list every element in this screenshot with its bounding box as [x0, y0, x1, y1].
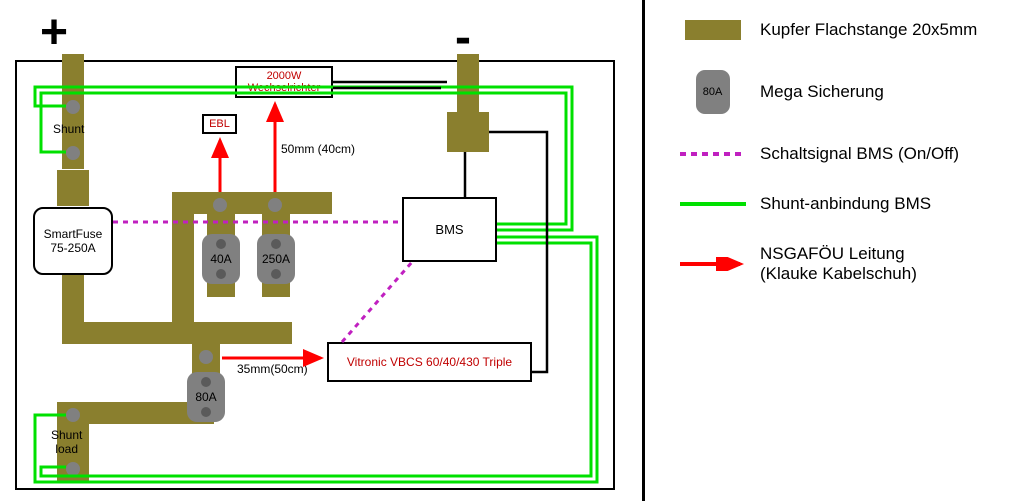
copper-under-shunt	[57, 170, 89, 206]
inverter-label: 2000W Wechselrichter	[248, 70, 321, 94]
magenta-line-icon	[678, 149, 748, 159]
dot-3	[199, 350, 213, 364]
vertical-divider	[642, 0, 645, 501]
fuse-icon-label: 80A	[703, 86, 723, 98]
shunt-label: Shunt	[53, 122, 84, 136]
copper-icon	[685, 20, 741, 40]
fuse-40a-label: 40A	[210, 252, 231, 266]
fuse-80a: 80A	[187, 372, 225, 422]
legend-copper-text: Kupfer Flachstange 20x5mm	[760, 20, 977, 40]
smartfuse-box: SmartFuse 75-250A	[33, 207, 113, 275]
copper-horiz-2	[172, 192, 332, 214]
fuse-80a-label: 80A	[195, 390, 216, 404]
legend-schaltsignal-text: Schaltsignal BMS (On/Off)	[760, 144, 959, 164]
plus-terminal: +	[40, 5, 68, 60]
legend-nsgafou: NSGAFÖU Leitung (Klauke Kabelschuh)	[675, 244, 1015, 284]
legend-shuntbind: Shunt-anbindung BMS	[675, 194, 1015, 214]
bms-label: BMS	[435, 222, 463, 237]
fuse-250a: 250A	[257, 234, 295, 284]
red-line-icon	[678, 257, 748, 271]
shunt-load-label: Shunt load	[51, 428, 82, 456]
label-35mm: 35mm(50cm)	[237, 362, 308, 376]
legend-fuse: 80A Mega Sicherung	[675, 70, 1015, 114]
bms-box: BMS	[402, 197, 497, 262]
legend-nsgafou-text: NSGAFÖU Leitung (Klauke Kabelschuh)	[760, 244, 917, 284]
inverter-box: 2000W Wechselrichter	[235, 66, 333, 98]
legend: Kupfer Flachstange 20x5mm 80A Mega Siche…	[675, 20, 1015, 314]
ebl-box: EBL	[202, 114, 237, 134]
vitronic-label: Vitronic VBCS 60/40/430 Triple	[347, 355, 512, 369]
legend-schaltsignal: Schaltsignal BMS (On/Off)	[675, 144, 1015, 164]
copper-minus-block	[447, 112, 489, 152]
ebl-label: EBL	[209, 118, 230, 130]
dot-1	[213, 198, 227, 212]
legend-fuse-text: Mega Sicherung	[760, 82, 884, 102]
shunt-load-box: Shunt load	[47, 402, 99, 482]
fuse-40a: 40A	[202, 234, 240, 284]
fuse-icon: 80A	[696, 70, 730, 114]
copper-vert-bridge	[172, 192, 194, 342]
shunt-box: Shunt	[47, 94, 99, 169]
wiring-svg	[17, 62, 617, 492]
fuse-250a-label: 250A	[262, 252, 290, 266]
legend-copper: Kupfer Flachstange 20x5mm	[675, 20, 1015, 40]
wiring-diagram: Shunt SmartFuse 75-250A 40A 250A 80A BMS…	[15, 60, 615, 490]
green-line-icon	[678, 199, 748, 209]
smartfuse-label: SmartFuse 75-250A	[44, 227, 103, 255]
legend-shuntbind-text: Shunt-anbindung BMS	[760, 194, 931, 214]
vitronic-box: Vitronic VBCS 60/40/430 Triple	[327, 342, 532, 382]
label-50mm: 50mm (40cm)	[281, 142, 355, 156]
dot-2	[268, 198, 282, 212]
